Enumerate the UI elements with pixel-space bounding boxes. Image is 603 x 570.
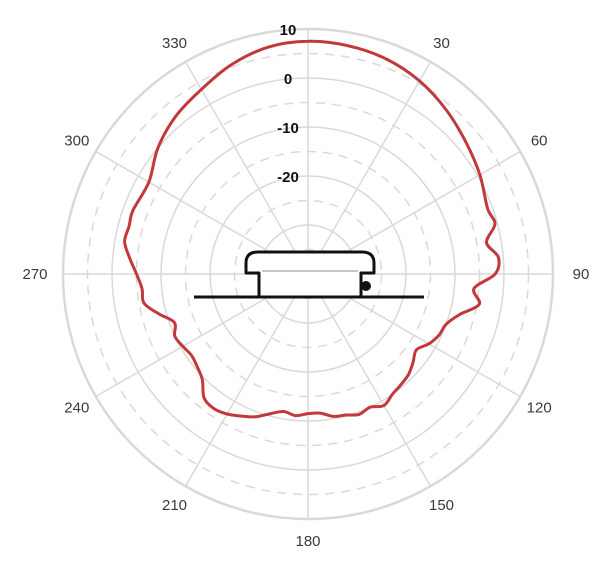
series-line-0 [123, 39, 501, 419]
grid-spoke [307, 61, 432, 275]
radial-tick-label: 0 [284, 71, 292, 88]
angle-tick-label: 90 [573, 266, 590, 283]
radial-tick-label: -20 [277, 169, 299, 186]
grid-spoke [184, 273, 309, 487]
antenna-puck-icon [194, 250, 424, 299]
angle-tick-label: 330 [162, 35, 187, 52]
grid-spoke [307, 273, 432, 487]
radial-tick-label: -10 [277, 120, 299, 137]
angle-tick-label: 210 [162, 497, 187, 514]
angle-tick-label: 240 [64, 400, 89, 417]
series-layer [123, 39, 501, 419]
connector-dot [361, 281, 371, 291]
angle-tick-label: 60 [531, 133, 548, 150]
device-body [244, 250, 376, 299]
labels: 30 60 90 120 150 180 210 240 270 300 330 10 0 -10 -20 [22, 22, 589, 550]
radial-tick-label: 10 [280, 22, 297, 39]
angle-tick-label: 30 [433, 35, 450, 52]
angle-tick-label: 300 [64, 133, 89, 150]
angle-tick-label: 180 [295, 533, 320, 550]
grid-spoke [184, 61, 309, 275]
angle-tick-label: 270 [22, 266, 47, 283]
angle-tick-label: 150 [429, 497, 454, 514]
angle-tick-label: 120 [527, 400, 552, 417]
